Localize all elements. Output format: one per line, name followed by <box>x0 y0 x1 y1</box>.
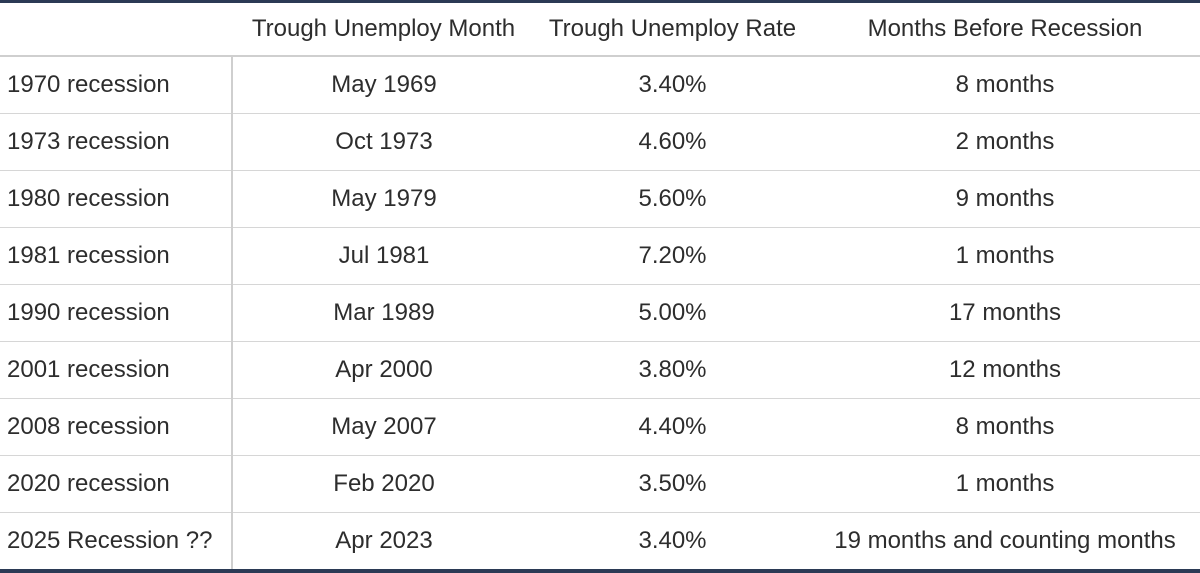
table-cell: 5.60% <box>535 170 810 228</box>
table-cell: 7.20% <box>535 227 810 285</box>
table-cell: 4.60% <box>535 113 810 171</box>
table-cell: Mar 1989 <box>232 284 535 342</box>
header-cell: Months Before Recession <box>810 3 1200 57</box>
table-row: 2020 recession Feb 2020 3.50% 1 months <box>0 455 1200 513</box>
table-cell: 19 months and counting months <box>810 512 1200 569</box>
row-label: 2020 recession <box>0 455 233 513</box>
row-label: 1981 recession <box>0 227 233 285</box>
table-cell: Oct 1973 <box>232 113 535 171</box>
table-cell: 1 months <box>810 227 1200 285</box>
table-cell: 5.00% <box>535 284 810 342</box>
table-cell: May 1979 <box>232 170 535 228</box>
table-cell: 3.40% <box>535 512 810 569</box>
table-row: 2025 Recession ?? Apr 2023 3.40% 19 months … <box>0 512 1200 569</box>
table-cell: 4.40% <box>535 398 810 456</box>
table-row: 1981 recession Jul 1981 7.20% 1 months <box>0 227 1200 285</box>
table-cell: 3.50% <box>535 455 810 513</box>
table-cell: Feb 2020 <box>232 455 535 513</box>
header-blank <box>0 3 232 57</box>
header-cell: Trough Unemploy Rate <box>535 3 810 57</box>
row-label: 2025 Recession ?? <box>0 512 233 569</box>
table-cell: 2 months <box>810 113 1200 171</box>
table-cell: 3.40% <box>638 71 707 98</box>
row-label: 1973 recession <box>0 113 233 171</box>
table-cell: 12 months <box>810 341 1200 399</box>
row-label: 2001 recession <box>0 341 233 399</box>
row-label: 1990 recession <box>0 284 233 342</box>
table-row: 1990 recession Mar 1989 5.00% 17 months <box>0 284 1200 342</box>
row-label: 1980 recession <box>0 170 233 228</box>
table-cell: 9 months <box>810 170 1200 228</box>
table-cell: Apr 2000 <box>232 341 535 399</box>
table-cell: 17 months <box>810 284 1200 342</box>
table-cell: 8 months <box>955 71 1055 98</box>
table-row: 1973 recession Oct 1973 4.60% 2 months <box>0 113 1200 171</box>
table-cell: 8 months <box>810 398 1200 456</box>
table-row: 2008 recession May 2007 4.40% 8 months <box>0 398 1200 456</box>
data-table: Trough Unemploy Month Trough Unemploy Rat… <box>0 3 1200 569</box>
table-cell: Apr 2023 <box>232 512 535 569</box>
row-label: 2008 recession <box>0 398 233 456</box>
table-cell: May 2007 <box>232 398 535 456</box>
table-cell: May 1969 <box>331 71 437 98</box>
table-row: 1970 recession May 1969 3.40% 8 months <box>0 56 1200 114</box>
table-cell: Jul 1981 <box>232 227 535 285</box>
table-row: 2001 recession Apr 2000 3.80% 12 months <box>0 341 1200 399</box>
table-row: 1980 recession May 1979 5.60% 9 months <box>0 170 1200 228</box>
table-cell: 3.80% <box>535 341 810 399</box>
table-cell: 1 months <box>810 455 1200 513</box>
header-row: Trough Unemploy Month Trough Unemploy Rat… <box>0 3 1200 57</box>
row-label: 1970 recession <box>0 56 233 114</box>
header-cell: Trough Unemploy Month <box>232 3 535 57</box>
